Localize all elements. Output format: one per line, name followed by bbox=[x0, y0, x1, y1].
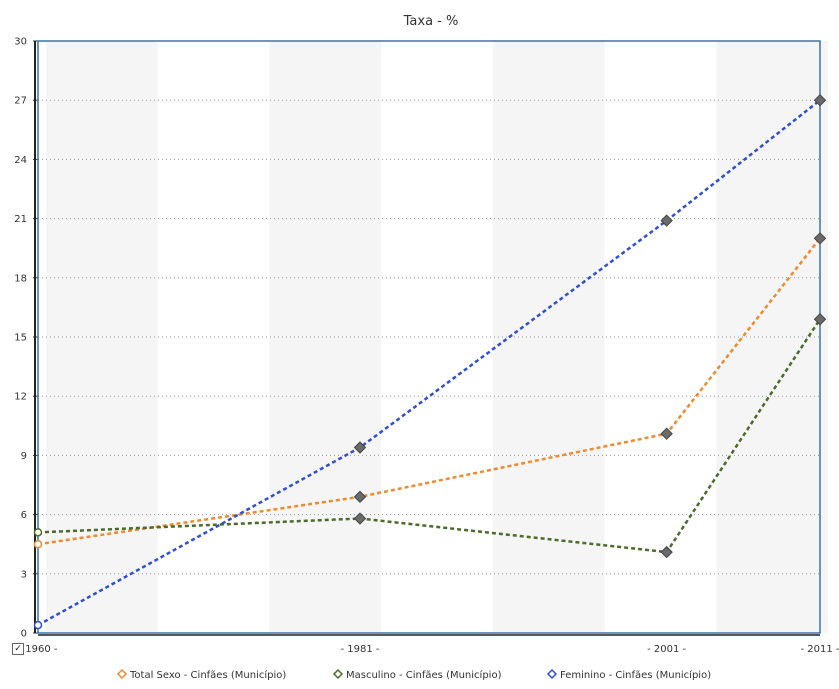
plot-border bbox=[37, 40, 821, 634]
data-point-marker bbox=[660, 427, 673, 440]
chart-title: Taxa - % bbox=[403, 14, 459, 29]
data-point-marker bbox=[813, 93, 827, 107]
data-point-marker bbox=[33, 539, 43, 549]
y-tick-label: 6 bbox=[21, 510, 27, 521]
plot-background bbox=[38, 41, 828, 633]
y-tick-label: 15 bbox=[14, 333, 27, 344]
legend-marker bbox=[116, 668, 128, 680]
y-tick-label: 30 bbox=[14, 37, 27, 48]
x-tick-label: - 1981 - bbox=[340, 644, 379, 655]
y-tick-label: 0 bbox=[21, 629, 27, 640]
series-line bbox=[37, 318, 822, 554]
y-tick-label: 27 bbox=[14, 96, 27, 107]
series-line bbox=[37, 99, 821, 627]
background-band bbox=[716, 41, 828, 633]
y-tick-label: 9 bbox=[21, 451, 27, 462]
background-band bbox=[492, 41, 605, 633]
legend-label: Masculino - Cinfães (Município) bbox=[346, 669, 502, 681]
legend-label: Feminino - Cinfães (Município) bbox=[560, 669, 711, 681]
legend: Total Sexo - Cinfães (Município) Masculin… bbox=[116, 668, 711, 681]
x-tick-label: - 1960 - bbox=[18, 644, 57, 655]
data-point-marker bbox=[353, 441, 367, 454]
legend-marker bbox=[332, 668, 344, 680]
data-point-marker bbox=[353, 490, 367, 504]
plot-area bbox=[38, 41, 820, 633]
y-tick-label: 18 bbox=[14, 273, 27, 284]
legend-label: Total Sexo - Cinfães (Município) bbox=[129, 669, 286, 681]
markers bbox=[33, 93, 827, 630]
data-point-marker bbox=[813, 313, 827, 326]
y-tick-label: 12 bbox=[14, 392, 27, 403]
data-point-marker bbox=[33, 528, 43, 537]
x-tick-label: - 2001 - bbox=[647, 644, 686, 655]
series-line bbox=[37, 237, 821, 546]
data-point-marker bbox=[353, 512, 367, 525]
data-point-marker bbox=[33, 620, 43, 630]
data-point-marker bbox=[660, 214, 673, 227]
data-point-marker bbox=[813, 232, 827, 245]
y-tick-label: 21 bbox=[14, 214, 27, 225]
series-lines bbox=[37, 99, 822, 627]
legend-marker bbox=[546, 668, 558, 680]
legend-toggle-checkbox[interactable]: ✓ bbox=[12, 643, 24, 655]
y-tick-label: 3 bbox=[21, 569, 27, 580]
y-tick-label: 24 bbox=[14, 155, 27, 166]
x-tick-label: - 2011 - bbox=[800, 644, 839, 655]
data-point-marker bbox=[660, 545, 673, 559]
